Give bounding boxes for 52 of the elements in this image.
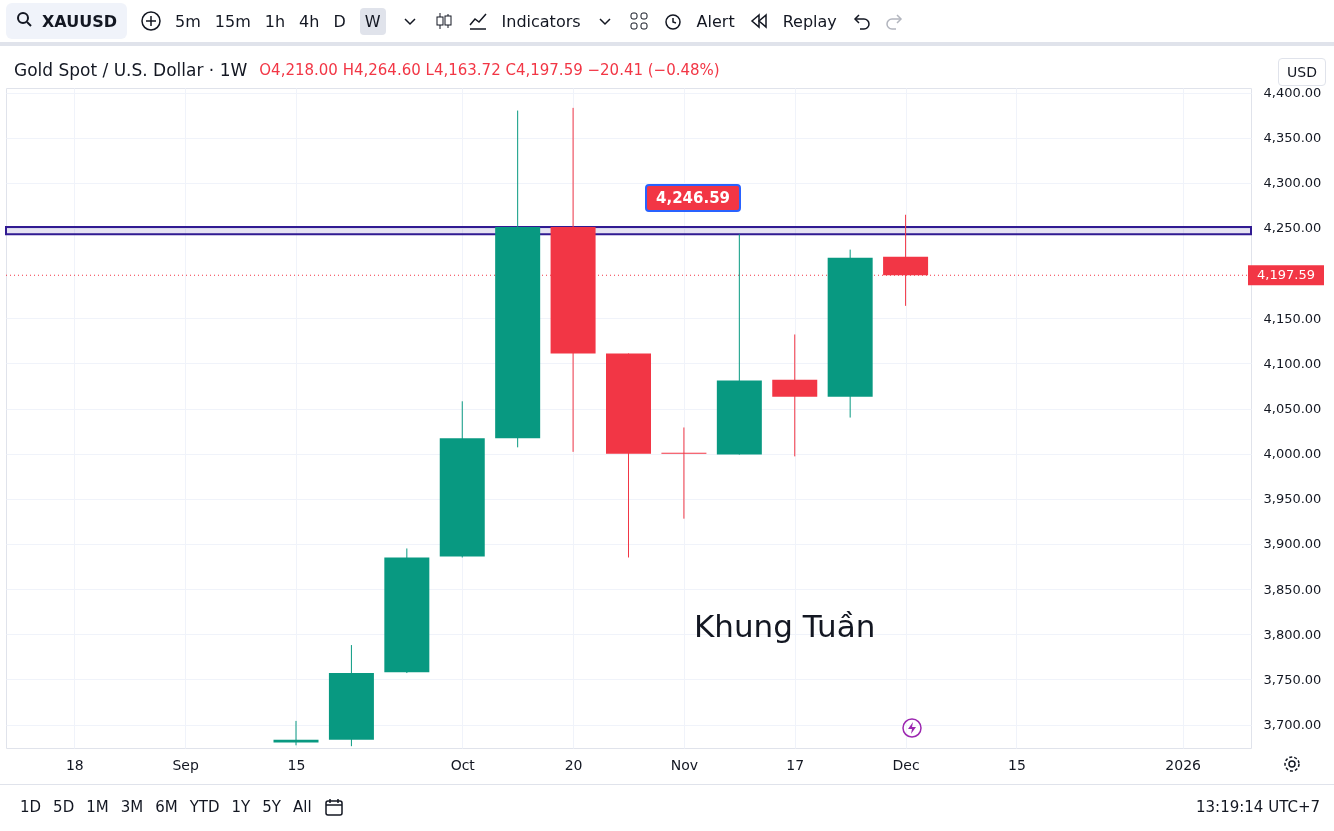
text: XAUUSD (6, 3, 128, 39)
x-tick-label: 2026 (1165, 756, 1202, 773)
y-tick-label: 4,300.00 (1263, 175, 1322, 191)
y-tick-label: 3,900.00 (1263, 536, 1322, 552)
text: 15m (214, 11, 251, 31)
ref-line-label: 4,197.59 (1257, 267, 1315, 283)
candlestick (273, 720, 319, 746)
y-tick-label: 4,050.00 (1263, 401, 1322, 417)
text: 3M (120, 797, 144, 816)
text: 6M (155, 797, 178, 816)
y-tick-label: 4,250.00 (1263, 220, 1322, 236)
chart-subtitle: O4,218.00 H4,264.60 L4,163.72 C4,197.59 −20.41 (−0.48%) (259, 61, 720, 79)
annotation: Khung Tuần (694, 608, 876, 644)
text: Indicators (501, 11, 581, 31)
y-tick-label: 3,800.00 (1263, 626, 1322, 642)
text: 1D (20, 797, 42, 816)
text: 1Y (231, 797, 251, 816)
x-tick-label: Sep (172, 756, 199, 773)
x-tick-label: 20 (564, 756, 583, 773)
candlestick (661, 426, 707, 520)
text: USD (1278, 58, 1326, 86)
y-tick-label: 3,950.00 (1263, 491, 1322, 507)
x-tick-label: 17 (786, 756, 805, 773)
text: YTD (189, 797, 220, 816)
y-tick-label: 4,150.00 (1263, 310, 1322, 326)
annotation: 4,246.59 (645, 184, 742, 212)
text: 4h (299, 11, 320, 31)
text: W (359, 7, 386, 35)
y-tick-label: 3,850.00 (1263, 581, 1322, 597)
x-tick-label: Dec (892, 756, 920, 773)
text: All (293, 797, 312, 816)
text: 5Y (262, 797, 282, 816)
text: 1h (264, 11, 286, 31)
y-tick-label: 4,100.00 (1263, 355, 1322, 371)
text: 1M (86, 797, 109, 816)
y-tick-label: 4,400.00 (1263, 85, 1322, 101)
x-tick-label: Nov (670, 756, 699, 773)
y-tick-label: 3,700.00 (1263, 717, 1322, 733)
x-tick-label: 15 (1008, 756, 1026, 773)
text: Alert (696, 11, 735, 31)
y-tick-label: 3,750.00 (1263, 671, 1322, 687)
text: 5m (175, 11, 201, 31)
y-tick-label: 4,350.00 (1263, 130, 1322, 146)
text: Replay (782, 11, 837, 31)
text: 5D (53, 797, 75, 816)
y-tick-label: 4,000.00 (1263, 446, 1322, 462)
x-tick-label: 15 (287, 756, 306, 773)
text: D (333, 11, 346, 31)
x-tick-label: Oct (450, 756, 476, 773)
text: 13:19:14 UTC+7 (1196, 797, 1320, 816)
chart-title: Gold Spot / U.S. Dollar · 1W (14, 60, 248, 80)
x-tick-label: 18 (65, 756, 84, 773)
